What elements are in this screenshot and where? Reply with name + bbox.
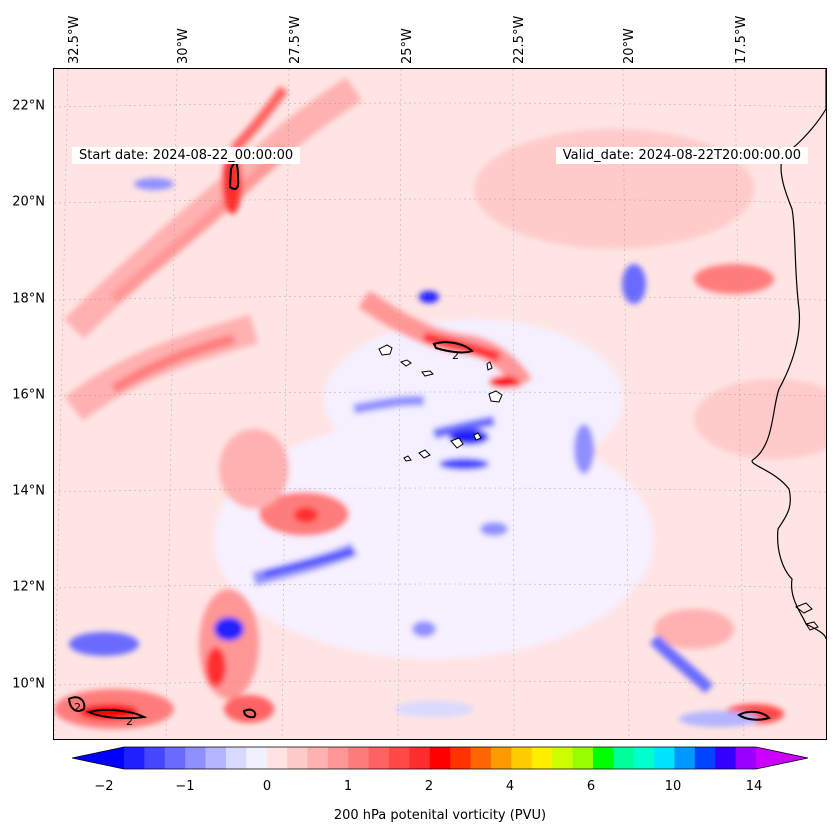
coastline-islands <box>794 602 819 631</box>
colorbar-swatch <box>368 747 390 769</box>
pv-shading <box>54 77 826 729</box>
colorbar-swatch <box>633 747 655 769</box>
colorbar-swatch <box>470 747 492 769</box>
colorbar-tick: 14 <box>745 779 763 794</box>
lat-label: 16°N <box>12 387 45 403</box>
colorbar-swatch <box>674 747 696 769</box>
colorbar-swatch <box>552 747 574 769</box>
colorbar-swatch <box>144 747 166 769</box>
colorbar-swatch <box>287 747 308 769</box>
lon-label: 32.5°W <box>67 15 82 64</box>
colorbar-swatch <box>246 747 268 769</box>
lon-label: 20°W <box>622 28 637 64</box>
contour-label: 2 <box>126 715 133 728</box>
islands <box>378 344 503 462</box>
lon-label: 17.5°W <box>734 15 749 64</box>
colorbar-swatch <box>654 747 675 769</box>
colorbar-swatch <box>735 747 757 769</box>
start-date-label: Start date: 2024-08-22_00:00:00 <box>72 147 301 164</box>
colorbar-swatch <box>592 747 614 769</box>
lon-label: 30°W <box>176 28 191 64</box>
colorbar-swatch <box>715 747 737 769</box>
graticule <box>54 69 826 739</box>
valid-date-label: Valid_date: 2024-08-22T20:00:00.00 <box>555 147 808 164</box>
colorbar-swatch <box>511 747 533 769</box>
colorbar-swatch <box>409 747 431 769</box>
lon-label: 25°W <box>400 28 415 64</box>
colorbar-swatch <box>450 747 472 769</box>
lon-label: 22.5°W <box>512 15 527 64</box>
map-field: 2 2 2 <box>54 69 826 739</box>
colorbar <box>72 746 809 770</box>
potential-vorticity-map: 2 2 2 Start date: 2024-08-22_00:00:00 Va… <box>53 68 827 740</box>
colorbar-swatch <box>185 747 207 769</box>
colorbar-tick: 4 <box>505 779 515 794</box>
lat-label: 14°N <box>12 483 45 499</box>
colorbar-swatch <box>348 747 370 769</box>
colorbar-swatch <box>389 747 410 769</box>
lat-label: 12°N <box>12 579 45 595</box>
colorbar-tick: −1 <box>175 779 195 794</box>
colorbar-swatch <box>613 747 635 769</box>
contour-label: 2 <box>452 349 459 362</box>
colorbar-tick: 1 <box>343 779 353 794</box>
colorbar-swatch <box>531 747 553 769</box>
colorbar-swatch <box>327 747 349 769</box>
colorbar-tick: 10 <box>664 779 682 794</box>
colorbar-tick: 0 <box>262 779 272 794</box>
lat-label: 18°N <box>12 291 45 307</box>
colorbar-swatch <box>429 747 451 769</box>
colorbar-swatch <box>124 747 145 769</box>
colorbar-tick: 2 <box>424 779 434 794</box>
lat-label: 22°N <box>12 98 45 114</box>
colorbar-swatch <box>572 747 594 769</box>
colorbar-swatch <box>694 747 716 769</box>
contour-label: 2 <box>74 701 81 714</box>
colorbar-label: 200 hPa potenital vorticity (PVU) <box>333 808 547 823</box>
colorbar-tick: −2 <box>94 779 114 794</box>
colorbar-swatch <box>225 747 247 769</box>
colorbar-swatch <box>307 747 329 769</box>
colorbar-swatch <box>205 747 227 769</box>
lat-label: 20°N <box>12 194 45 210</box>
pv-2-contours <box>67 161 771 721</box>
colorbar-swatch <box>164 747 186 769</box>
colorbar-swatch <box>266 747 288 769</box>
colorbar-swatch <box>490 747 512 769</box>
lon-label: 27.5°W <box>288 15 303 64</box>
lat-label: 10°N <box>12 676 45 692</box>
colorbar-extend-min <box>72 747 124 769</box>
colorbar-tick: 6 <box>586 779 596 794</box>
coastline <box>751 69 826 640</box>
colorbar-extend-max <box>756 747 808 769</box>
colorbar-outline <box>72 746 809 770</box>
